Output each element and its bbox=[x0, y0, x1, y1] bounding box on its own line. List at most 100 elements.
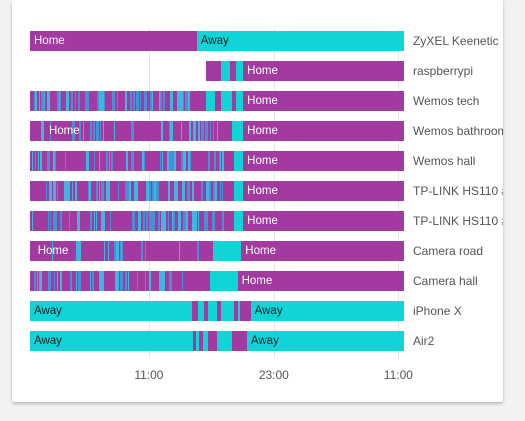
state-away-segment[interactable] bbox=[211, 211, 215, 231]
state-away-segment[interactable] bbox=[153, 181, 156, 201]
state-away-segment[interactable] bbox=[152, 91, 154, 111]
state-away-segment[interactable] bbox=[174, 181, 176, 201]
state-away-segment[interactable] bbox=[100, 121, 102, 141]
state-away-segment[interactable] bbox=[59, 91, 61, 111]
state-away-segment[interactable] bbox=[88, 181, 90, 201]
state-away-segment[interactable] bbox=[110, 211, 112, 231]
state-away-segment[interactable] bbox=[116, 271, 120, 291]
state-away-segment[interactable] bbox=[158, 271, 162, 291]
state-away-segment[interactable] bbox=[173, 211, 176, 231]
state-home-segment[interactable] bbox=[224, 181, 235, 201]
state-home-segment[interactable] bbox=[243, 151, 404, 171]
state-away-segment[interactable] bbox=[41, 91, 44, 111]
state-away-segment[interactable] bbox=[191, 181, 193, 201]
state-away-segment[interactable] bbox=[137, 271, 139, 291]
state-away-segment[interactable] bbox=[71, 181, 73, 201]
state-away-segment[interactable] bbox=[216, 121, 218, 141]
state-away-segment[interactable] bbox=[136, 91, 140, 111]
state-away-segment[interactable] bbox=[166, 151, 170, 171]
state-away-segment[interactable] bbox=[170, 91, 173, 111]
state-away-segment[interactable] bbox=[56, 91, 59, 111]
state-away-segment[interactable] bbox=[220, 91, 233, 111]
state-away-segment[interactable] bbox=[222, 151, 225, 171]
state-away-segment[interactable] bbox=[86, 151, 90, 171]
state-home-segment[interactable] bbox=[230, 61, 237, 81]
state-away-segment[interactable] bbox=[31, 211, 33, 231]
state-away-segment[interactable] bbox=[188, 91, 190, 111]
state-away-segment[interactable] bbox=[111, 151, 114, 171]
state-away-segment[interactable] bbox=[219, 151, 221, 171]
state-away-segment[interactable] bbox=[194, 211, 197, 231]
state-away-segment[interactable] bbox=[159, 91, 162, 111]
state-away-segment[interactable] bbox=[125, 151, 128, 171]
state-away-segment[interactable] bbox=[101, 271, 104, 291]
state-away-segment[interactable] bbox=[60, 91, 62, 111]
state-away-segment[interactable] bbox=[48, 91, 50, 111]
state-away-segment[interactable] bbox=[161, 121, 164, 141]
state-away-segment[interactable] bbox=[99, 151, 101, 171]
state-away-segment[interactable] bbox=[37, 271, 39, 291]
state-away-segment[interactable] bbox=[145, 241, 147, 261]
state-away-segment[interactable] bbox=[237, 301, 241, 321]
state-away-segment[interactable] bbox=[78, 271, 81, 291]
state-away-segment[interactable] bbox=[183, 181, 186, 201]
state-away-segment[interactable] bbox=[185, 91, 189, 111]
state-away-segment[interactable] bbox=[75, 241, 79, 261]
state-away-segment[interactable] bbox=[198, 211, 200, 231]
state-away-segment[interactable] bbox=[133, 91, 136, 111]
state-home-segment[interactable] bbox=[199, 331, 204, 351]
state-away-segment[interactable] bbox=[103, 211, 106, 231]
state-away-segment[interactable] bbox=[139, 91, 141, 111]
state-away-segment[interactable] bbox=[40, 91, 42, 111]
state-home-segment[interactable] bbox=[243, 181, 404, 201]
state-away-segment[interactable] bbox=[59, 211, 62, 231]
state-away-segment[interactable] bbox=[146, 181, 150, 201]
state-away-segment[interactable] bbox=[113, 241, 116, 261]
state-away-segment[interactable] bbox=[94, 211, 96, 231]
state-away-segment[interactable] bbox=[182, 271, 184, 291]
state-away-segment[interactable] bbox=[38, 151, 40, 171]
state-away-segment[interactable] bbox=[114, 271, 116, 291]
timeline-row[interactable]: Home bbox=[30, 151, 404, 171]
state-away-segment[interactable] bbox=[120, 241, 122, 261]
state-away-segment[interactable] bbox=[202, 331, 209, 351]
state-home-segment[interactable] bbox=[240, 301, 252, 321]
state-away-segment[interactable] bbox=[186, 211, 188, 231]
state-away-segment[interactable] bbox=[149, 181, 152, 201]
state-away-segment[interactable] bbox=[191, 211, 194, 231]
state-away-segment[interactable] bbox=[124, 91, 127, 111]
state-away-segment[interactable] bbox=[66, 181, 70, 201]
state-away-segment[interactable] bbox=[212, 181, 215, 201]
state-away-segment[interactable] bbox=[126, 181, 130, 201]
state-away-segment[interactable] bbox=[146, 211, 149, 231]
state-away-segment[interactable] bbox=[137, 211, 139, 231]
state-away-segment[interactable] bbox=[134, 181, 137, 201]
state-away-segment[interactable] bbox=[100, 211, 103, 231]
state-away-segment[interactable] bbox=[31, 151, 33, 171]
timeline-row[interactable]: Home bbox=[30, 211, 404, 231]
state-home-segment[interactable] bbox=[203, 301, 209, 321]
state-home-segment[interactable] bbox=[243, 121, 404, 141]
state-away-segment[interactable] bbox=[207, 151, 210, 171]
state-away-segment[interactable] bbox=[181, 181, 183, 201]
state-away-segment[interactable] bbox=[160, 271, 163, 291]
state-away-segment[interactable] bbox=[188, 151, 191, 171]
state-away-segment[interactable] bbox=[113, 121, 115, 141]
state-away-segment[interactable] bbox=[72, 121, 73, 141]
state-away-segment[interactable] bbox=[213, 121, 215, 141]
state-home-segment[interactable] bbox=[224, 211, 235, 231]
state-away-segment[interactable] bbox=[34, 91, 37, 111]
state-away-segment[interactable] bbox=[50, 121, 52, 141]
state-away-segment[interactable] bbox=[160, 211, 163, 231]
state-away-segment[interactable] bbox=[132, 211, 136, 231]
state-home-segment[interactable] bbox=[205, 241, 214, 261]
state-away-segment[interactable] bbox=[75, 271, 77, 291]
state-away-segment[interactable] bbox=[141, 241, 144, 261]
state-away-segment[interactable] bbox=[64, 151, 66, 171]
state-away-segment[interactable] bbox=[78, 121, 81, 141]
state-away-segment[interactable] bbox=[144, 271, 146, 291]
state-away-segment[interactable] bbox=[233, 151, 244, 171]
state-away-segment[interactable] bbox=[102, 121, 104, 141]
state-away-segment[interactable] bbox=[185, 211, 187, 231]
state-away-segment[interactable] bbox=[90, 211, 93, 231]
